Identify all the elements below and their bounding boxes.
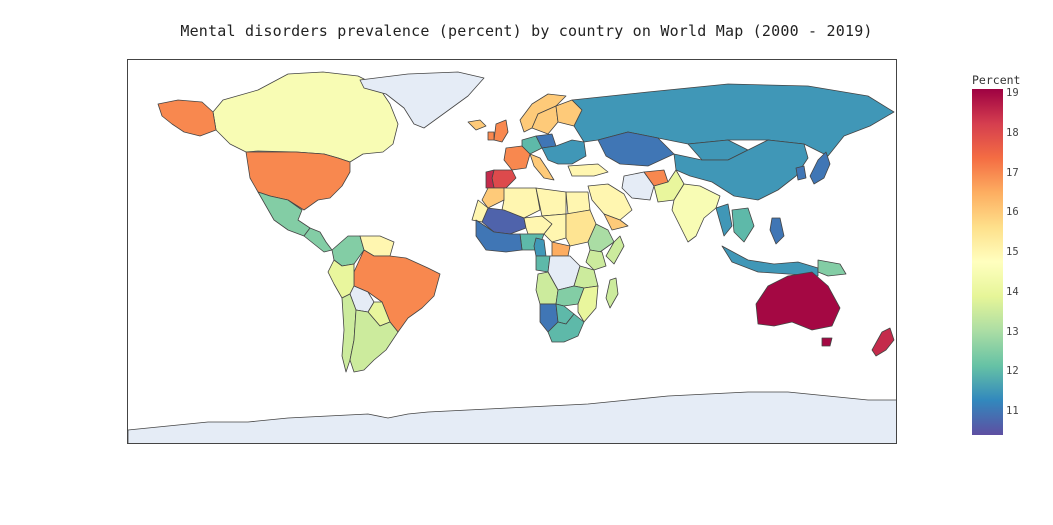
colorbar-tick: 13 <box>1006 325 1019 338</box>
region-united-states[interactable]: United States <box>245 151 351 211</box>
region-indonesia[interactable]: Indonesia <box>721 245 819 277</box>
region-argentina[interactable]: Argentina <box>349 309 399 373</box>
colorbar-tick: 11 <box>1006 405 1019 418</box>
region-greenland[interactable]: Greenland <box>359 71 485 129</box>
region-papua-new-guinea[interactable]: Papua New Guinea <box>817 259 847 277</box>
region-myanmar[interactable]: Myanmar <box>715 203 733 237</box>
region-italy[interactable]: Italy <box>529 153 555 181</box>
region-alaska[interactable]: Alaska <box>157 99 217 137</box>
region-morocco[interactable]: Morocco <box>481 187 507 209</box>
region-tasmania[interactable]: Tasmania <box>821 337 833 347</box>
region-spain[interactable]: Spain <box>491 169 517 189</box>
colorbar-tick: 17 <box>1006 166 1019 179</box>
colorbar-tick: 19 <box>1006 86 1019 99</box>
colorbar-tick: 14 <box>1006 285 1019 298</box>
region-antarctica[interactable]: Antarctica <box>128 391 897 444</box>
region-mali[interactable]: Mali <box>481 207 527 235</box>
region-turkey[interactable]: Turkey <box>567 163 609 177</box>
region-eastern-europe[interactable]: Eastern Europe <box>541 139 587 165</box>
region-ireland[interactable]: Ireland <box>487 131 495 141</box>
region-korea[interactable]: Korea <box>795 165 807 181</box>
colorbar-title: Percent <box>972 73 1021 87</box>
region-portugal[interactable]: Portugal <box>485 169 495 189</box>
region-iceland[interactable]: Iceland <box>467 119 487 131</box>
region-philippines[interactable]: Philippines <box>769 217 785 245</box>
region-united-kingdom[interactable]: United Kingdom <box>493 119 509 143</box>
region-central-african-republic[interactable]: Central African Republic <box>551 241 571 257</box>
region-madagascar[interactable]: Madagascar <box>605 277 619 309</box>
region-kazakhstan[interactable]: Kazakhstan <box>597 131 675 167</box>
region-central-america[interactable]: Central America <box>303 227 333 253</box>
region-libya[interactable]: Libya <box>535 187 567 217</box>
region-cameroon[interactable]: Cameroon <box>533 237 547 257</box>
colorbar-gradient <box>972 89 1003 435</box>
region-china[interactable]: China <box>673 139 809 201</box>
colorbar-tick: 12 <box>1006 365 1019 378</box>
region-japan[interactable]: Japan <box>809 151 831 185</box>
region-mauritania[interactable]: Mauritania <box>471 199 489 223</box>
region-india[interactable]: India <box>671 183 721 243</box>
region-germany[interactable]: Germany <box>521 135 543 155</box>
region-saudi-arabia[interactable]: Saudi Arabia <box>587 183 633 221</box>
region-south-africa[interactable]: South Africa <box>547 313 585 343</box>
map-title: Mental disorders prevalence (percent) by… <box>180 22 873 40</box>
region-australia[interactable]: Australia <box>755 271 841 331</box>
colorbar-tick: 16 <box>1006 206 1019 219</box>
colorbar-tick: 15 <box>1006 246 1019 259</box>
region-peru[interactable]: Peru <box>327 259 355 299</box>
map-svg: CanadaUnited StatesAlaskaMexicoCentral A… <box>128 71 897 444</box>
region-somalia[interactable]: Somalia <box>605 235 625 265</box>
region-west-africa-coast[interactable]: West Africa Coast <box>475 219 523 253</box>
region-indochina[interactable]: Indochina <box>731 207 755 243</box>
colorbar-tick: 18 <box>1006 126 1019 139</box>
region-kenya[interactable]: Kenya <box>585 249 607 271</box>
region-new-zealand[interactable]: New Zealand <box>871 327 895 357</box>
world-map[interactable]: CanadaUnited StatesAlaskaMexicoCentral A… <box>127 59 897 444</box>
region-yemen[interactable]: Yemen <box>603 213 629 231</box>
